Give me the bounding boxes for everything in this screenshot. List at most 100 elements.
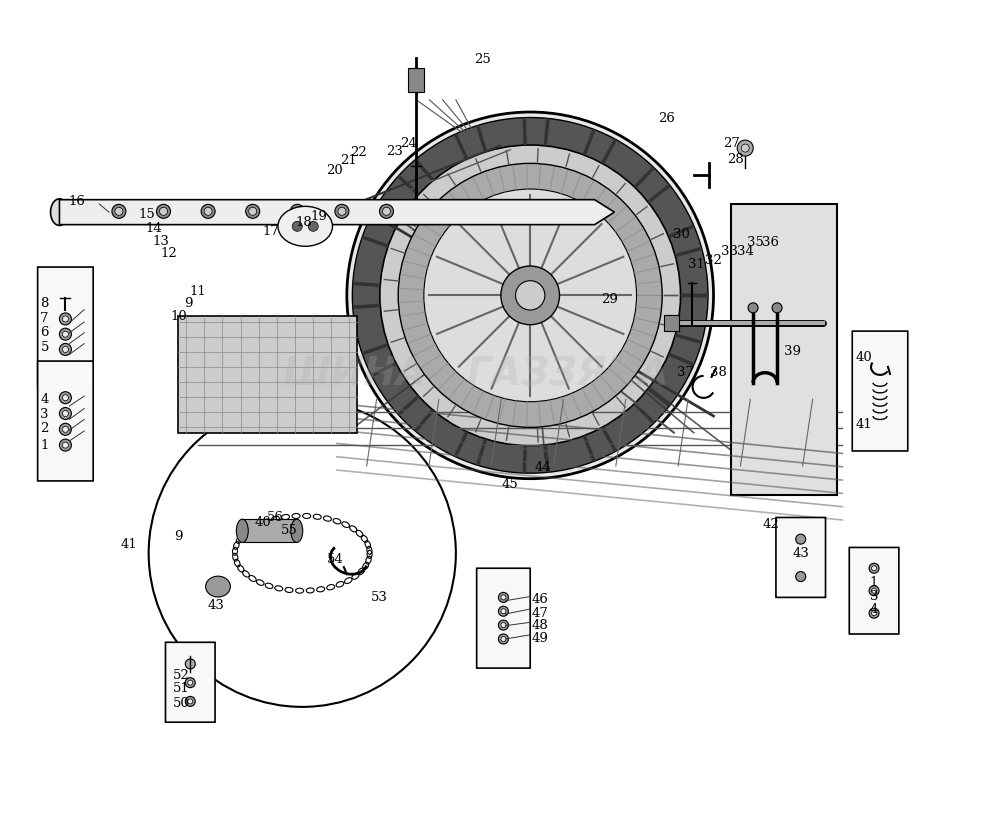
Text: 42: 42 [763, 518, 779, 531]
Text: 9: 9 [184, 297, 192, 310]
Text: 2: 2 [41, 422, 49, 435]
Circle shape [500, 595, 506, 600]
Text: 44: 44 [535, 461, 551, 474]
Text: 18: 18 [296, 216, 312, 230]
Circle shape [737, 140, 753, 156]
Polygon shape [408, 68, 424, 92]
Circle shape [292, 221, 302, 231]
Circle shape [185, 696, 195, 706]
Text: 4: 4 [870, 603, 878, 617]
Circle shape [498, 607, 508, 617]
Circle shape [290, 205, 304, 218]
Text: 13: 13 [152, 235, 169, 248]
Text: 21: 21 [341, 154, 357, 167]
Text: 41: 41 [856, 418, 872, 431]
Text: 56: 56 [267, 511, 284, 524]
Text: 49: 49 [531, 632, 549, 646]
Text: 6: 6 [41, 326, 49, 339]
Text: 43: 43 [207, 599, 225, 612]
Text: 35: 35 [746, 236, 764, 250]
Circle shape [347, 112, 714, 478]
Text: 52: 52 [173, 669, 189, 682]
Text: 19: 19 [310, 210, 328, 223]
Ellipse shape [237, 519, 248, 542]
Polygon shape [178, 316, 357, 433]
Circle shape [869, 586, 879, 596]
Circle shape [500, 636, 506, 641]
Text: 54: 54 [327, 552, 343, 566]
Circle shape [157, 205, 170, 218]
Text: 30: 30 [673, 228, 691, 241]
Circle shape [62, 426, 68, 433]
Circle shape [185, 677, 195, 688]
Circle shape [871, 566, 877, 571]
FancyBboxPatch shape [849, 547, 899, 634]
Text: 28: 28 [727, 153, 743, 166]
Text: 16: 16 [68, 195, 86, 208]
Circle shape [515, 280, 545, 310]
Text: 37: 37 [677, 366, 695, 379]
Text: 40: 40 [856, 351, 872, 364]
Text: 29: 29 [601, 293, 618, 306]
Text: 53: 53 [371, 591, 388, 604]
FancyBboxPatch shape [852, 331, 908, 451]
Text: 12: 12 [161, 247, 176, 260]
Text: 32: 32 [705, 254, 722, 267]
Text: 47: 47 [531, 607, 549, 620]
Text: 43: 43 [792, 547, 810, 560]
Text: 15: 15 [139, 208, 155, 221]
Polygon shape [731, 204, 837, 495]
Circle shape [383, 207, 390, 215]
Text: 46: 46 [531, 592, 549, 606]
Circle shape [796, 572, 806, 582]
Text: 40: 40 [255, 516, 271, 529]
Circle shape [62, 316, 68, 322]
Circle shape [62, 346, 68, 353]
Circle shape [62, 410, 68, 417]
Circle shape [187, 680, 193, 686]
Circle shape [500, 622, 506, 627]
Circle shape [380, 205, 393, 218]
Circle shape [500, 266, 560, 324]
Text: 48: 48 [532, 619, 548, 632]
Circle shape [308, 221, 318, 231]
Circle shape [869, 563, 879, 573]
Text: 8: 8 [41, 297, 49, 310]
Circle shape [115, 207, 123, 215]
Text: 1: 1 [870, 576, 878, 589]
Circle shape [335, 205, 349, 218]
Circle shape [62, 331, 68, 337]
Text: 5: 5 [41, 341, 49, 354]
Circle shape [112, 205, 126, 218]
Text: 39: 39 [784, 344, 802, 358]
Text: 50: 50 [173, 696, 189, 710]
Ellipse shape [785, 539, 811, 559]
Circle shape [59, 328, 71, 340]
Circle shape [498, 634, 508, 644]
Text: 14: 14 [146, 222, 162, 235]
Circle shape [59, 392, 71, 404]
FancyBboxPatch shape [477, 568, 530, 668]
Polygon shape [59, 200, 614, 225]
Text: 24: 24 [400, 136, 416, 150]
Text: 11: 11 [190, 285, 206, 298]
Text: 9: 9 [174, 530, 182, 543]
Text: 45: 45 [502, 478, 518, 491]
Text: 1: 1 [41, 438, 49, 452]
Text: 41: 41 [121, 538, 137, 552]
Circle shape [246, 205, 260, 218]
Text: 22: 22 [351, 146, 367, 159]
Text: 4: 4 [41, 393, 49, 406]
Circle shape [62, 442, 68, 448]
Circle shape [62, 394, 68, 401]
Circle shape [380, 145, 681, 446]
Circle shape [185, 659, 195, 669]
Ellipse shape [291, 519, 303, 542]
Text: 36: 36 [762, 236, 780, 250]
Circle shape [871, 588, 877, 593]
Text: 17: 17 [262, 225, 279, 238]
Text: 33: 33 [720, 245, 738, 258]
Circle shape [338, 207, 346, 215]
Text: 20: 20 [327, 164, 343, 177]
Text: 25: 25 [475, 53, 491, 67]
